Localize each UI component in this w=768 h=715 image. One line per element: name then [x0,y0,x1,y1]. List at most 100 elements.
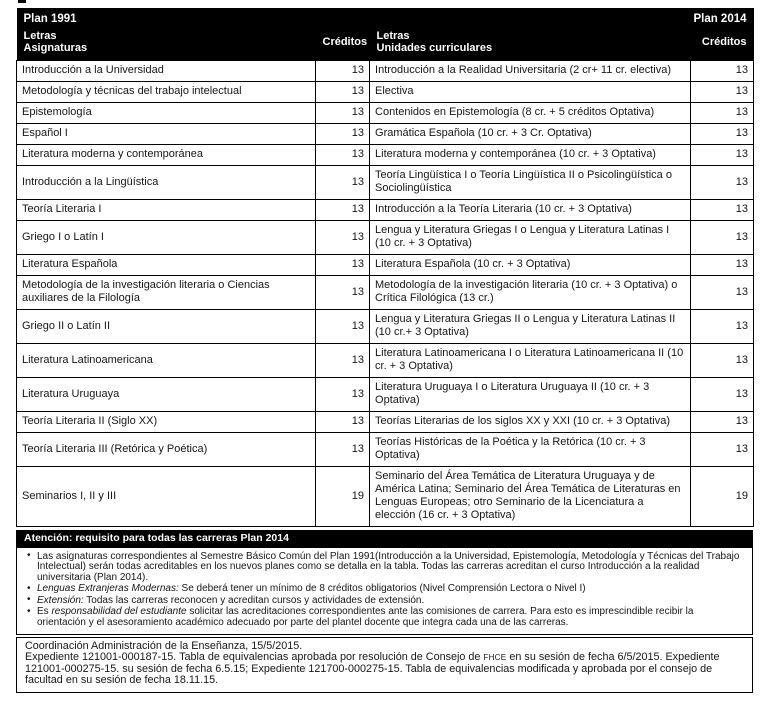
table-row: Introducción a la Lingüística 13 Teoría Li… [16,164,755,200]
bullet-icon: • [27,594,31,606]
notes-list: • Las asignaturas correspondientes al Sem… [25,550,744,629]
note-item: • Extensión: Todas las carreras reconocen… [25,594,744,607]
creditos-1991-cell: 13 [314,253,371,276]
note-item: • Es responsabilidad del estudiante solic… [25,605,744,629]
letras-label-left: Letras [23,29,57,42]
notes-box: • Las asignaturas correspondientes al Sem… [16,547,753,635]
unidad-2014-cell: Gramática Española (10 cr. + 3 Cr. Optat… [369,122,692,145]
text-segment: FHCE [483,653,507,663]
unidad-2014-cell: Introducción a la Teoría Literaria (10 c… [369,198,692,221]
asignatura-1991-cell: Metodología de la investigación literari… [16,274,316,310]
asignatura-1991-cell: Griego II o Latín II [16,308,316,344]
creditos-2014-cell: 13 [690,143,755,166]
bullet-icon: • [27,582,31,594]
note-item: • Las asignaturas correspondientes al Sem… [25,550,744,584]
asignatura-1991-cell: Teoría Literaria III (Retórica y Poética… [16,431,316,467]
unidad-2014-cell: Teoría Lingüística I o Teoría Lingüístic… [369,164,692,200]
unidades-curriculares-label: Unidades curriculares [376,42,493,54]
equivalences-table: Plan 1991 Plan 2014 Letras Asignaturas C… [16,8,755,527]
scan-artifact-mark [18,0,26,3]
table-row: Literatura Española 13 Literatura Española… [16,253,755,276]
attention-bar: Atención: requisito para todas las carre… [16,529,753,548]
table-row: Literatura Uruguaya 13 Literatura Uruguaya… [16,376,755,412]
unidad-2014-cell: Literatura Latinoamericana I o Literatur… [369,342,692,378]
unidad-2014-cell: Contenidos en Epistemología (8 cr. + 5 c… [369,101,692,124]
text-segment: solicitar las acreditaciones correspondi… [37,606,694,629]
creditos-1991-cell: 13 [314,219,371,255]
text-segment: en su sesión de fecha 6/5/2015. Expedien… [25,651,720,687]
asignatura-1991-cell: Seminarios I, II y III [16,465,316,527]
unidad-2014-cell: Seminario del Área Temática de Literatur… [369,465,692,527]
creditos-1991-cell: 13 [314,122,371,145]
unidad-2014-cell: Teorías Literarias de los siglos XX y XX… [369,410,692,433]
unidad-2014-cell: Electiva [369,80,692,103]
asignatura-1991-cell: Teoría Literaria I [16,198,316,221]
column-header-row: Letras Asignaturas Créditos Letras Unida… [16,27,754,60]
unidad-2014-cell: Literatura Española (10 cr. + 3 Optativa… [369,253,692,276]
creditos-1991-cell: 13 [314,431,371,467]
table-row: Teoría Literaria I 13 Introducción a la Te… [16,198,755,221]
creditos-2014-cell: 13 [690,164,755,200]
footer-expedientes-line: Expediente 121001-000187-15. Tabla de eq… [25,651,744,687]
unidad-2014-cell: Metodología de la investigación literari… [369,274,692,310]
asignatura-1991-cell: Español I [16,122,316,145]
table-row: Teoría Literaria II (Siglo XX) 13 Teorías … [16,410,755,433]
creditos-2014-cell: 13 [690,274,755,310]
creditos-1991-cell: 13 [314,101,371,124]
asignatura-1991-cell: Griego I o Latín I [16,219,316,255]
unidad-2014-cell: Literatura Uruguaya I o Literatura Urugu… [369,376,692,412]
letras-label-right: Letras [376,29,410,42]
asignatura-1991-cell: Introducción a la Lingüística [16,164,316,200]
bullet-icon: • [27,605,31,617]
table-row: Epistemología 13 Contenidos en Epistemolog… [16,101,755,124]
table-row: Español I 13 Gramática Española (10 cr. + … [16,122,755,145]
asignatura-1991-cell: Epistemología [16,101,316,124]
asignatura-1991-cell: Literatura Latinoamericana [16,342,316,378]
table-row: Griego II o Latín II 13 Lengua y Literatur… [16,308,755,344]
table-row: Teoría Literaria III (Retórica y Poética… [16,431,755,467]
plan-header-row: Plan 1991 Plan 2014 [16,8,754,28]
plan-1991-title: Plan 1991 [16,8,370,28]
text-segment: Extensión: [37,594,84,606]
creditos-2014-cell: 13 [690,342,755,378]
table-row: Literatura Latinoamericana 13 Literatura L… [16,342,755,378]
table-row: Metodología y técnicas del trabajo intel… [16,80,755,103]
text-segment: Las asignaturas correspondientes al Seme… [37,550,740,583]
creditos-2014-cell: 13 [690,219,755,255]
table-row: Griego I o Latín I 13 Lengua y Literatura … [16,219,755,255]
creditos-1991-cell: 13 [314,80,371,103]
creditos-2014-cell: 13 [690,410,755,433]
unidad-2014-cell: Lengua y Literatura Griegas I o Lengua y… [369,219,692,255]
creditos-1991-cell: 13 [314,376,371,412]
document-page: Plan 1991 Plan 2014 Letras Asignaturas C… [16,8,755,694]
column-header-creditos-1991: Créditos [315,27,370,60]
creditos-1991-cell: 19 [314,465,371,527]
creditos-2014-cell: 13 [690,253,755,276]
creditos-1991-cell: 13 [314,308,371,344]
column-header-creditos-2014: Créditos [690,27,754,60]
text-segment: Lenguas Extranjeras Modernas: [37,583,179,595]
creditos-1991-cell: 13 [314,274,371,310]
creditos-1991-cell: 13 [314,164,371,200]
creditos-1991-cell: 13 [314,59,371,82]
column-header-asignaturas: Letras Asignaturas [16,27,316,60]
creditos-2014-cell: 13 [690,59,755,82]
unidad-2014-cell: Introducción a la Realidad Universitaria… [369,59,692,82]
table-row: Metodología de la investigación literari… [16,274,755,310]
unidad-2014-cell: Teorías Históricas de la Poética y la Re… [369,431,692,467]
asignatura-1991-cell: Introducción a la Universidad [16,59,316,82]
creditos-2014-cell: 13 [690,376,755,412]
asignatura-1991-cell: Literatura Uruguaya [16,376,316,412]
text-segment: Expediente 121001-000187-15. Tabla de eq… [25,651,484,664]
text-segment: Es [37,606,52,618]
creditos-1991-cell: 13 [314,143,371,166]
unidad-2014-cell: Lengua y Literatura Griegas II o Lengua … [369,308,692,344]
creditos-1991-cell: 13 [314,198,371,221]
note-item: • Lenguas Extranjeras Modernas: Se deberá… [25,582,744,595]
table-header: Plan 1991 Plan 2014 Letras Asignaturas C… [16,8,754,60]
creditos-2014-cell: 13 [690,101,755,124]
unidad-2014-cell: Literatura moderna y contemporánea (10 c… [369,143,692,166]
creditos-2014-cell: 13 [690,308,755,344]
table-row: Literatura moderna y contemporánea 13 Lite… [16,143,755,166]
creditos-2014-cell: 13 [690,122,755,145]
